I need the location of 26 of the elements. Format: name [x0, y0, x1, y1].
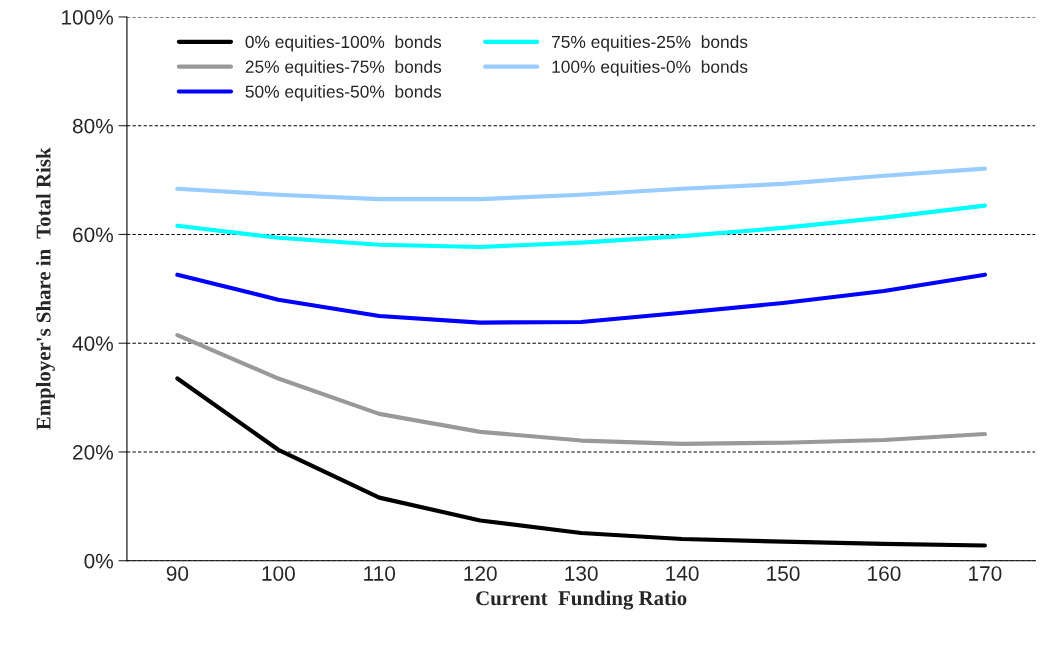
y-tick-label: 100%: [62, 9, 113, 25]
x-tick-label: 140: [666, 566, 699, 581]
x-tick-label: 90: [166, 566, 189, 581]
legend-label: 50% equities-50% bonds: [245, 85, 442, 102]
y-tick-label: 40%: [72, 336, 113, 351]
line-series: [175, 272, 987, 325]
legend-label: 25% equities-75% bonds: [245, 60, 442, 77]
legend-label: 100% equities-0% bonds: [552, 60, 748, 77]
y-axis-title: Employer's Share in Total Risk: [35, 147, 55, 430]
x-tick-label: 120: [464, 566, 497, 581]
x-tick-label: 170: [969, 566, 1002, 581]
x-tick-label: 100: [262, 566, 295, 581]
x-tick-label: 130: [565, 566, 598, 581]
y-tick-label: 80%: [72, 118, 113, 134]
line-series: [175, 332, 987, 446]
line-series: [175, 166, 987, 202]
legend-label: 75% equities-25% bonds: [552, 35, 748, 52]
x-tick-label: 160: [868, 566, 901, 581]
x-tick-label: 110: [364, 566, 396, 581]
y-tick-label: 60%: [73, 227, 113, 243]
y-tick-label: 20%: [73, 444, 113, 460]
x-axis-title: Current Funding Ratio: [476, 590, 687, 610]
legend-label: 0% equities-100% bonds: [245, 35, 442, 52]
line-series: [175, 203, 987, 250]
y-tick-label: 0%: [84, 553, 113, 569]
x-tick-label: 150: [767, 566, 800, 581]
